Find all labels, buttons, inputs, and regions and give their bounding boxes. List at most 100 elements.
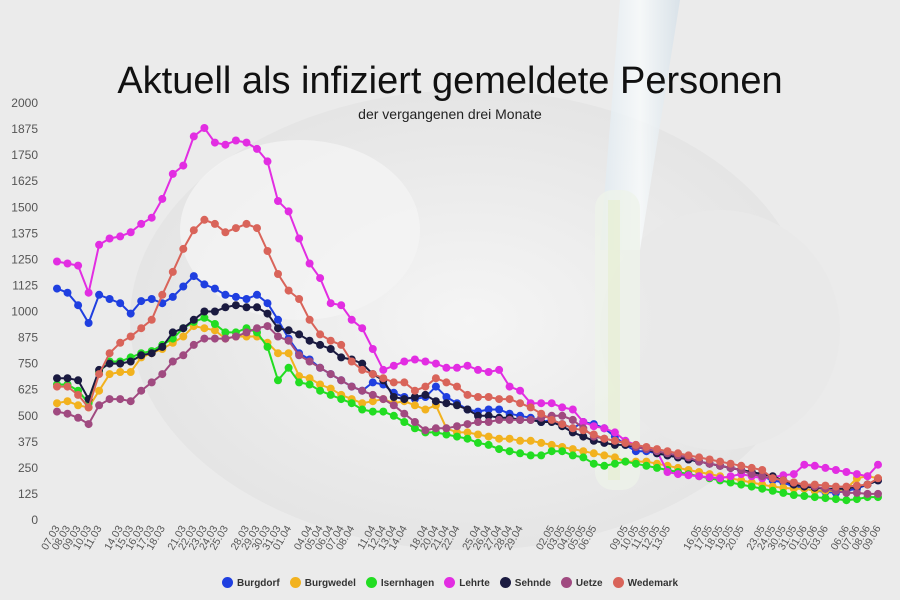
legend-label: Sehnde [514, 578, 551, 589]
data-point [147, 349, 156, 358]
data-point [74, 413, 83, 422]
data-point [210, 334, 219, 343]
data-point [368, 345, 377, 353]
x-axis: 07.0308.0309.0310.0311.0314.0315.0316.03… [39, 523, 884, 552]
legend-marker [221, 577, 233, 588]
data-point [410, 418, 419, 426]
data-point [558, 447, 567, 456]
data-point [84, 420, 93, 429]
data-point [221, 140, 230, 149]
data-point [263, 157, 272, 166]
data-point [526, 415, 535, 424]
data-point [410, 393, 419, 401]
data-point [326, 345, 335, 353]
data-point [105, 370, 114, 379]
data-point [358, 359, 367, 368]
data-point [526, 451, 535, 460]
data-point [410, 401, 419, 410]
data-point [863, 489, 872, 498]
y-tick-label: 0 [31, 513, 38, 527]
chart-title: Aktuell als infiziert gemeldete Personen [117, 60, 783, 102]
data-point [368, 390, 377, 399]
data-point [95, 370, 104, 379]
data-point [284, 207, 293, 216]
data-point [210, 219, 219, 228]
data-point [168, 169, 177, 178]
data-point [347, 399, 356, 408]
data-point [253, 303, 261, 312]
data-point [158, 194, 167, 203]
data-point [600, 451, 609, 460]
legend-marker [289, 577, 301, 588]
y-tick-label: 125 [18, 487, 38, 501]
data-point [547, 399, 556, 408]
y-tick-label: 2000 [11, 96, 38, 110]
data-point [831, 466, 840, 474]
data-point [653, 463, 661, 472]
data-point [263, 247, 272, 255]
data-point [63, 374, 72, 383]
data-point [726, 472, 735, 481]
data-point [389, 401, 398, 410]
data-point [231, 332, 240, 341]
legend-item: Wedemark [612, 577, 678, 589]
series-wedemark [53, 215, 882, 491]
data-point [63, 382, 72, 391]
data-point [537, 438, 546, 447]
data-point [179, 161, 188, 170]
data-point [810, 493, 819, 502]
data-point [147, 315, 156, 324]
data-point [558, 403, 567, 412]
data-point [95, 386, 104, 395]
y-tick-label: 875 [18, 331, 38, 345]
data-point [474, 418, 482, 426]
data-point [842, 482, 851, 491]
data-point [389, 378, 398, 387]
data-point [474, 438, 482, 447]
data-point [463, 428, 472, 437]
data-point [442, 393, 451, 401]
data-point [200, 334, 209, 343]
data-point [358, 324, 367, 333]
data-point [295, 330, 304, 339]
data-point [63, 409, 72, 418]
data-point [516, 399, 525, 408]
data-point [305, 380, 314, 389]
y-tick-label: 1250 [11, 252, 38, 266]
data-point [337, 395, 346, 404]
data-point [242, 138, 251, 147]
data-point [421, 357, 430, 366]
data-point [505, 447, 514, 456]
data-point [621, 438, 630, 447]
data-point [231, 292, 240, 301]
data-point [210, 307, 219, 316]
data-point [295, 378, 304, 387]
series-line [56, 274, 879, 494]
data-point [379, 407, 388, 416]
data-point [758, 466, 767, 474]
data-point [368, 378, 377, 387]
data-point [189, 132, 198, 141]
data-point [63, 397, 72, 406]
data-point [368, 370, 377, 379]
series-burgdorf [53, 272, 882, 497]
data-point [453, 363, 461, 372]
data-point [179, 351, 188, 360]
legend-label: Uetze [575, 578, 603, 589]
data-point [253, 290, 261, 299]
data-point [168, 292, 177, 301]
data-point [200, 215, 209, 224]
legend-label: Lehrte [459, 578, 490, 589]
legend-item: Isernhagen [365, 577, 434, 589]
data-point [137, 219, 146, 228]
data-point [116, 338, 125, 347]
data-point [63, 288, 72, 297]
data-point [74, 301, 83, 310]
data-point [263, 309, 272, 318]
data-point [474, 393, 482, 401]
data-point [274, 197, 282, 205]
data-point [284, 336, 293, 345]
data-point [779, 476, 788, 485]
legend: Burgdorf Burgwedel Isernhagen Lehrte Sehnde U… [0, 577, 900, 589]
data-point [716, 457, 725, 466]
